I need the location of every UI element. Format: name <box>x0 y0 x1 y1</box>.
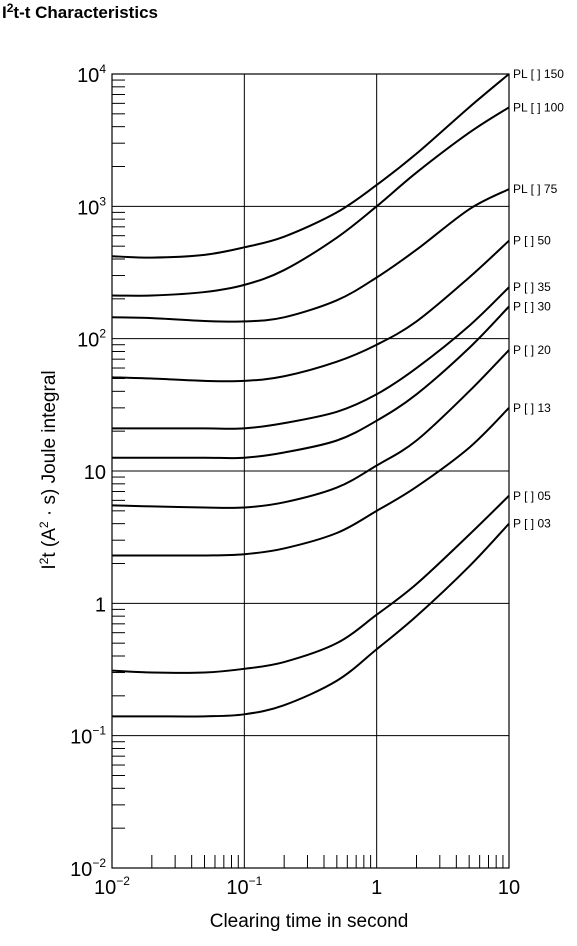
x-tick-labels: 10−2 10−1 1 10 <box>94 874 520 899</box>
chart-title: I2t-t Characteristics <box>2 1 158 22</box>
series-label-3: P [ ] 50 <box>513 234 551 248</box>
x-tick-label-2: 1 <box>371 877 382 899</box>
chart-title-rest: t-t Characteristics <box>13 3 158 22</box>
y-tick-label-6: 104 <box>77 62 106 87</box>
x-tick-label-3: 10 <box>498 877 520 899</box>
y-axis-label-b-sup: 2 <box>37 521 51 528</box>
series-label-4: P [ ] 35 <box>513 280 551 294</box>
series-label-8: P [ ] 05 <box>513 489 551 503</box>
x-tick-label-0: 10−2 <box>94 874 130 899</box>
y-tick-label-0: 10−2 <box>70 856 106 881</box>
y-tick-label-4: 102 <box>77 327 106 352</box>
y-tick-label-2: 1 <box>95 594 106 616</box>
y-axis-label-b: t (A <box>39 528 60 558</box>
series-line-7 <box>111 407 510 557</box>
series-line-9 <box>112 522 510 718</box>
series-label-2: PL [ ] 75 <box>513 182 558 196</box>
x-axis-label: Clearing time in second <box>210 911 409 932</box>
series-line-8 <box>111 495 510 674</box>
plot-frame <box>111 73 510 869</box>
grid-lines <box>112 74 509 868</box>
series-line-5 <box>112 305 510 460</box>
series-line-3 <box>111 239 510 383</box>
minor-ticks <box>112 79 504 868</box>
y-axis-label-a: I <box>39 564 60 569</box>
series-line-6 <box>111 349 510 509</box>
series-label-0: PL [ ] 150 <box>513 67 564 81</box>
series-line-0 <box>111 73 510 259</box>
series-labels: PL [ ] 150 PL [ ] 100 PL [ ] 75 P [ ] 50 P [… <box>513 67 564 531</box>
series-line-1 <box>111 106 510 297</box>
y-axis-label-a-sup: 2 <box>37 557 51 564</box>
y-tick-label-3: 10 <box>84 462 106 484</box>
series-label-5: P [ ] 30 <box>513 300 551 314</box>
x-tick-label-1: 10−1 <box>226 874 262 899</box>
y-tick-label-5: 103 <box>77 194 106 219</box>
series-label-1: PL [ ] 100 <box>513 100 564 114</box>
y-tick-labels: 10−2 10−1 1 10 102 103 104 <box>70 62 106 881</box>
chart-title-sup: 2 <box>7 1 14 15</box>
series-label-6: P [ ] 20 <box>513 343 551 357</box>
series-label-9: P [ ] 03 <box>513 517 551 531</box>
series-line-4 <box>111 286 510 430</box>
chart-title-prefix: I <box>2 3 7 22</box>
y-tick-label-1: 10−1 <box>70 724 106 749</box>
series-label-7: P [ ] 13 <box>513 401 551 415</box>
series-line-2 <box>111 188 510 323</box>
y-axis-label-c: · s) Joule integral <box>39 370 60 521</box>
series-lines <box>111 73 510 718</box>
y-axis-label: I2t (A2 · s) Joule integral <box>37 370 60 569</box>
